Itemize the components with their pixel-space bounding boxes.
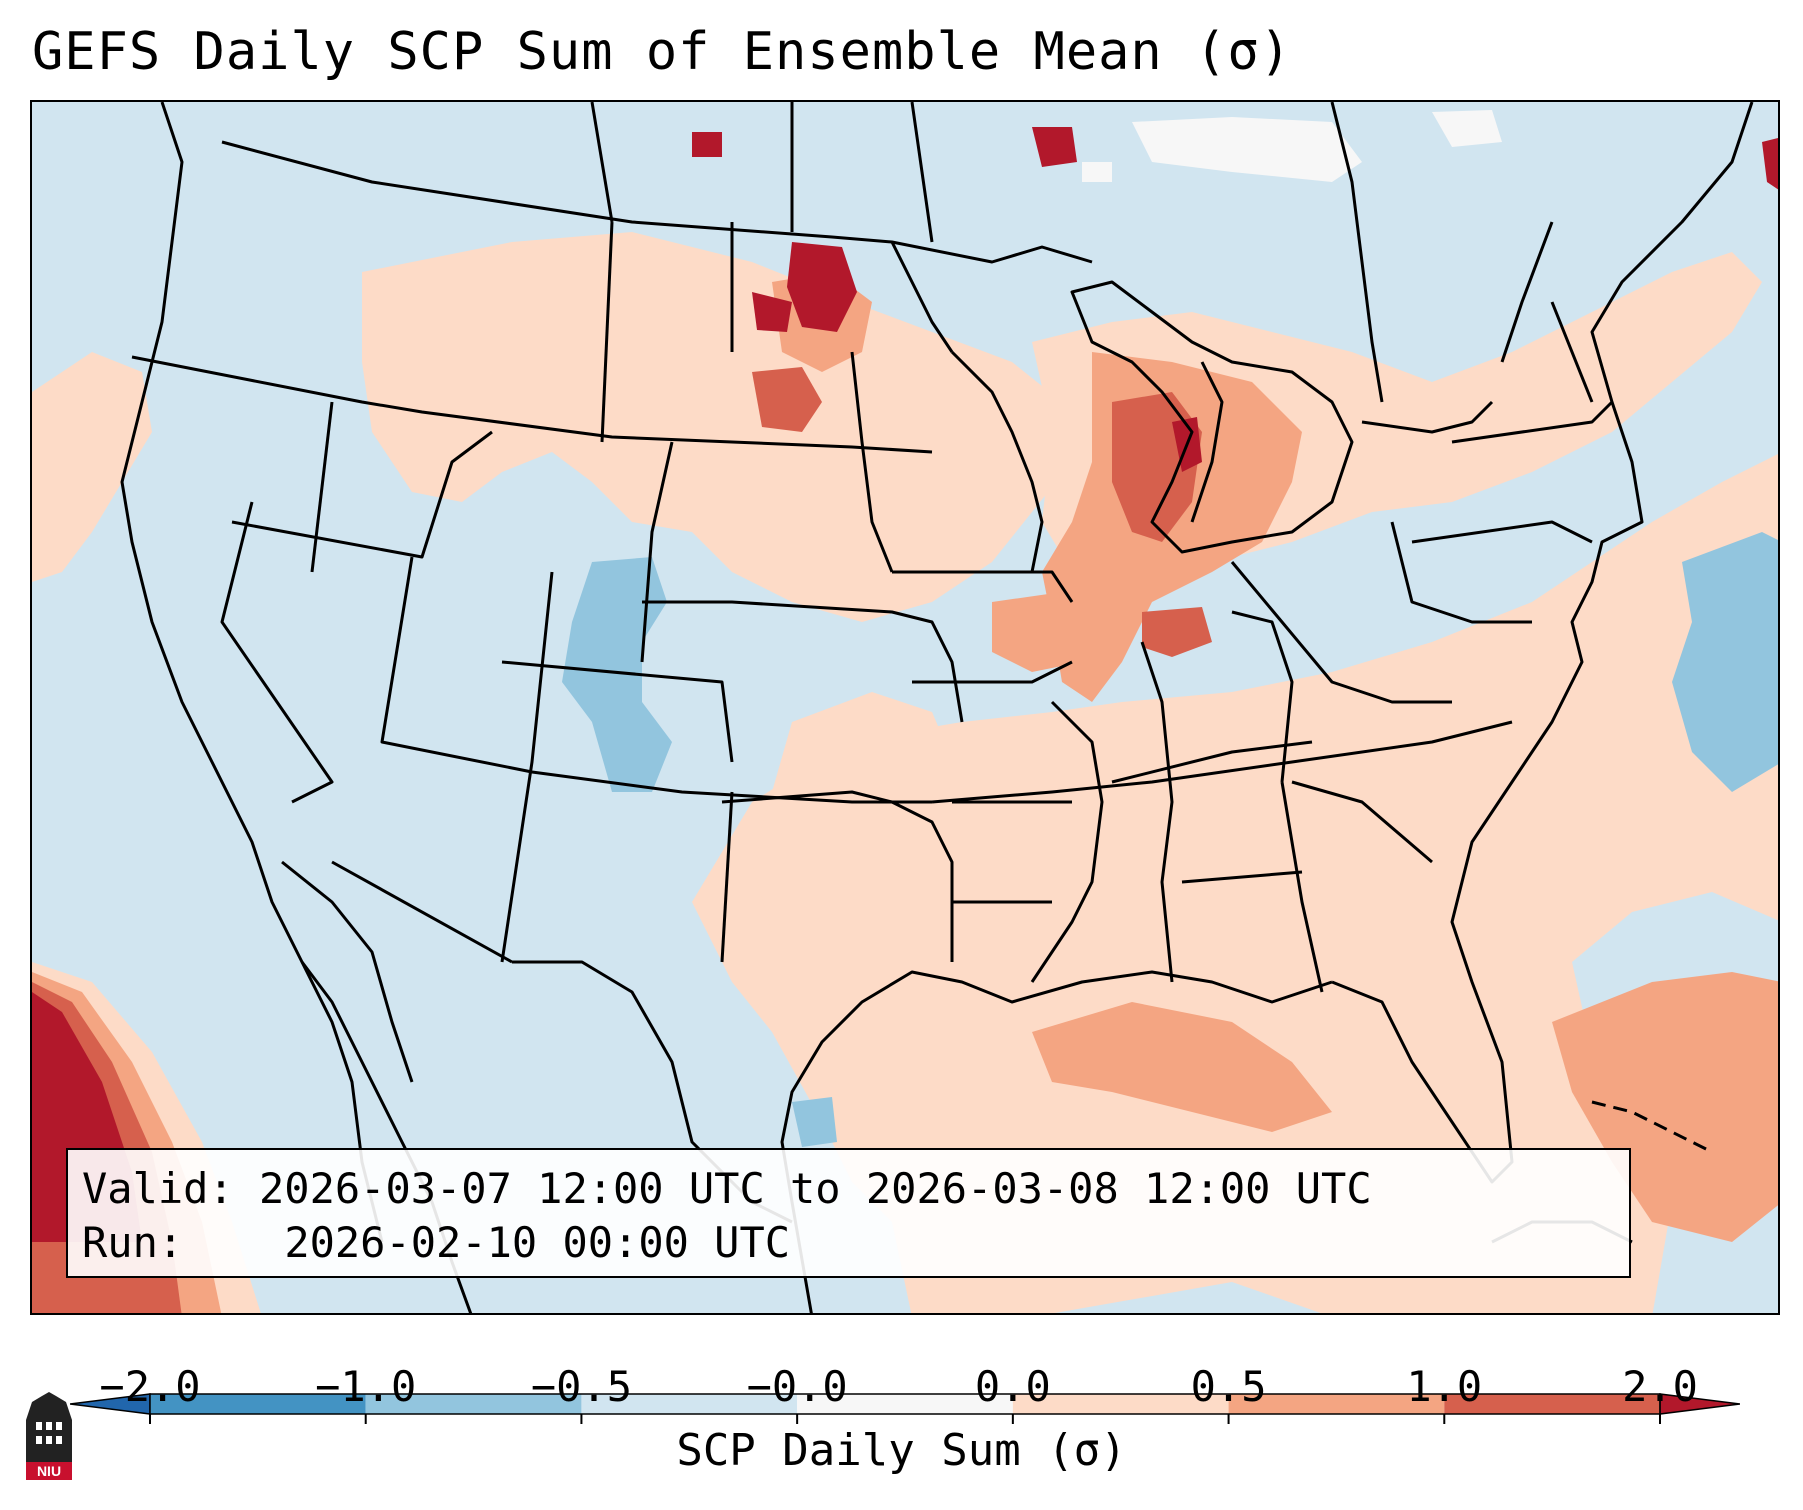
anomaly-near-zero-regions bbox=[1082, 110, 1502, 182]
colorbar-tick-label: 1.0 bbox=[1406, 1362, 1483, 1411]
colorbar bbox=[70, 1393, 1740, 1424]
valid-label: Valid: bbox=[82, 1164, 234, 1213]
colorbar-tick-label: −0.0 bbox=[746, 1362, 848, 1411]
colorbar-segment bbox=[365, 1394, 582, 1414]
colorbar-tick-label: −0.5 bbox=[530, 1362, 632, 1411]
colorbar-segments bbox=[70, 1393, 1740, 1424]
colorbar-segment bbox=[581, 1394, 798, 1414]
valid-info-box: Valid: 2026-03-07 12:00 UTC to 2026-03-0… bbox=[66, 1148, 1631, 1278]
colorbar-outline bbox=[149, 1393, 1661, 1415]
boundary-lines bbox=[120, 102, 1754, 1313]
colorbar-segment bbox=[1012, 1394, 1229, 1414]
map-panel bbox=[30, 100, 1780, 1315]
run-label: Run: bbox=[82, 1218, 184, 1267]
run-value: 2026-02-10 00:00 UTC bbox=[284, 1218, 791, 1267]
colorbar-tick-label: 0.0 bbox=[974, 1362, 1051, 1411]
valid-value: 2026-03-07 12:00 UTC to 2026-03-08 12:00… bbox=[259, 1164, 1372, 1213]
niu-logo: NIU bbox=[26, 1392, 72, 1480]
colorbar-segment bbox=[150, 1394, 366, 1414]
scp-map bbox=[32, 102, 1778, 1313]
colorbar-tick-label: 2.0 bbox=[1622, 1362, 1698, 1411]
colorbar-segment bbox=[797, 1394, 1013, 1414]
chart-title: GEFS Daily SCP Sum of Ensemble Mean (σ) bbox=[32, 22, 1292, 82]
colorbar-segment bbox=[1228, 1394, 1445, 1414]
logo-text: NIU bbox=[37, 1463, 61, 1479]
colorbar-label: SCP Daily Sum (σ) bbox=[676, 1425, 1127, 1476]
colorbar-tick-label: 0.5 bbox=[1190, 1362, 1267, 1411]
colorbar-segment bbox=[1444, 1394, 1660, 1414]
colorbar-tick-label: −1.0 bbox=[315, 1362, 417, 1411]
colorbar-tick-label: −2.0 bbox=[99, 1362, 201, 1411]
